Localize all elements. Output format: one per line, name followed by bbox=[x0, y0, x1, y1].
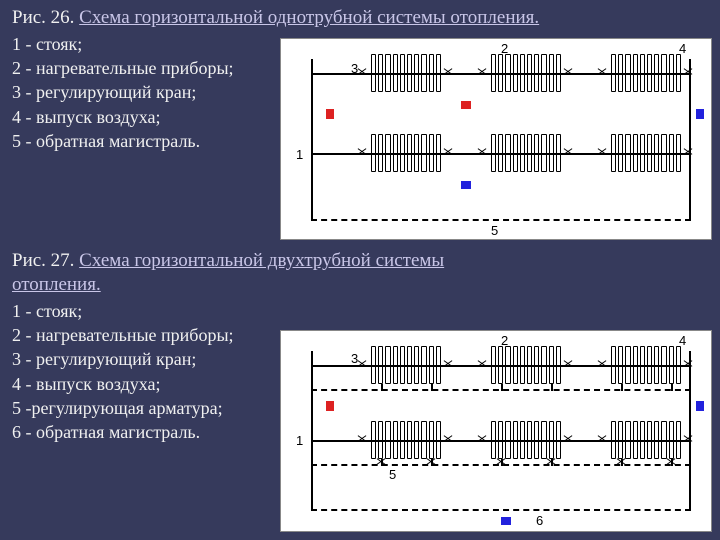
pipe bbox=[671, 384, 673, 391]
valve-icon bbox=[443, 436, 453, 446]
pipe bbox=[311, 509, 691, 511]
valve-icon bbox=[683, 436, 693, 446]
diagram-label-1: 1 bbox=[296, 433, 303, 448]
valve-icon bbox=[443, 149, 453, 159]
figure-27-title-prefix: Рис. 27. bbox=[12, 250, 79, 271]
valve-icon bbox=[597, 361, 607, 371]
valve-icon bbox=[666, 459, 676, 469]
pipe bbox=[551, 384, 553, 391]
diagram-label-4: 4 bbox=[679, 333, 686, 348]
pipe bbox=[311, 219, 691, 221]
valve-icon bbox=[616, 459, 626, 469]
valve-icon bbox=[597, 436, 607, 446]
valve-icon bbox=[597, 69, 607, 79]
valve-icon bbox=[443, 361, 453, 371]
valve-icon bbox=[357, 361, 367, 371]
valve-icon bbox=[477, 436, 487, 446]
valve-icon bbox=[477, 361, 487, 371]
figure-27-title-link[interactable]: Схема горизонтальной двухтрубной системы bbox=[79, 250, 444, 271]
valve-icon bbox=[357, 149, 367, 159]
pipe bbox=[311, 73, 691, 75]
flow-arrow-icon bbox=[696, 401, 704, 411]
figure-26-title-link[interactable]: Схема горизонтальной однотрубной системы… bbox=[79, 7, 539, 28]
diagram-label-5: 5 bbox=[389, 467, 396, 482]
pipe bbox=[689, 351, 691, 511]
valve-icon bbox=[683, 69, 693, 79]
diagram-label-5: 5 bbox=[491, 223, 498, 238]
flow-arrow-icon bbox=[326, 401, 334, 411]
valve-icon bbox=[357, 436, 367, 446]
valve-icon bbox=[357, 69, 367, 79]
pipe bbox=[621, 384, 623, 391]
flow-arrow-icon bbox=[461, 101, 471, 109]
diagram-label-3: 3 bbox=[351, 351, 358, 366]
valve-icon bbox=[563, 361, 573, 371]
diagram-label-2: 2 bbox=[501, 41, 508, 56]
valve-icon bbox=[683, 149, 693, 159]
pipe bbox=[431, 384, 433, 391]
valve-icon bbox=[376, 459, 386, 469]
valve-icon bbox=[563, 69, 573, 79]
pipe bbox=[311, 365, 691, 367]
flow-arrow-icon bbox=[326, 109, 334, 119]
pipe bbox=[311, 351, 313, 511]
flow-arrow-icon bbox=[501, 517, 511, 525]
valve-icon bbox=[477, 149, 487, 159]
legend-item: 1 - стояк; bbox=[12, 299, 710, 323]
figure-26-diagram: 1 2 3 4 5 bbox=[280, 38, 712, 240]
valve-icon bbox=[563, 149, 573, 159]
diagram-label-1: 1 bbox=[296, 147, 303, 162]
valve-icon bbox=[443, 69, 453, 79]
diagram-label-4: 4 bbox=[679, 41, 686, 56]
pipe bbox=[311, 440, 691, 442]
flow-arrow-icon bbox=[696, 109, 704, 119]
pipe bbox=[501, 384, 503, 391]
figure-26-title-prefix: Рис. 26. bbox=[12, 7, 79, 28]
valve-icon bbox=[597, 149, 607, 159]
figure-26-title: Рис. 26. Схема горизонтальной однотрубно… bbox=[0, 0, 720, 32]
valve-icon bbox=[546, 459, 556, 469]
figure-27-diagram: 1 2 3 4 5 6 bbox=[280, 330, 712, 532]
diagram-label-6: 6 bbox=[536, 513, 543, 528]
pipe bbox=[689, 59, 691, 219]
valve-icon bbox=[477, 69, 487, 79]
diagram-label-3: 3 bbox=[351, 61, 358, 76]
valve-icon bbox=[563, 436, 573, 446]
pipe bbox=[311, 59, 313, 219]
figure-27-title: Рис. 27. Схема горизонтальной двухтрубно… bbox=[0, 243, 720, 299]
valve-icon bbox=[683, 361, 693, 371]
pipe bbox=[381, 384, 383, 391]
pipe bbox=[311, 153, 691, 155]
valve-icon bbox=[426, 459, 436, 469]
flow-arrow-icon bbox=[461, 181, 471, 189]
valve-icon bbox=[496, 459, 506, 469]
figure-27-title-link2[interactable]: отопления. bbox=[12, 274, 101, 295]
diagram-label-2: 2 bbox=[501, 333, 508, 348]
